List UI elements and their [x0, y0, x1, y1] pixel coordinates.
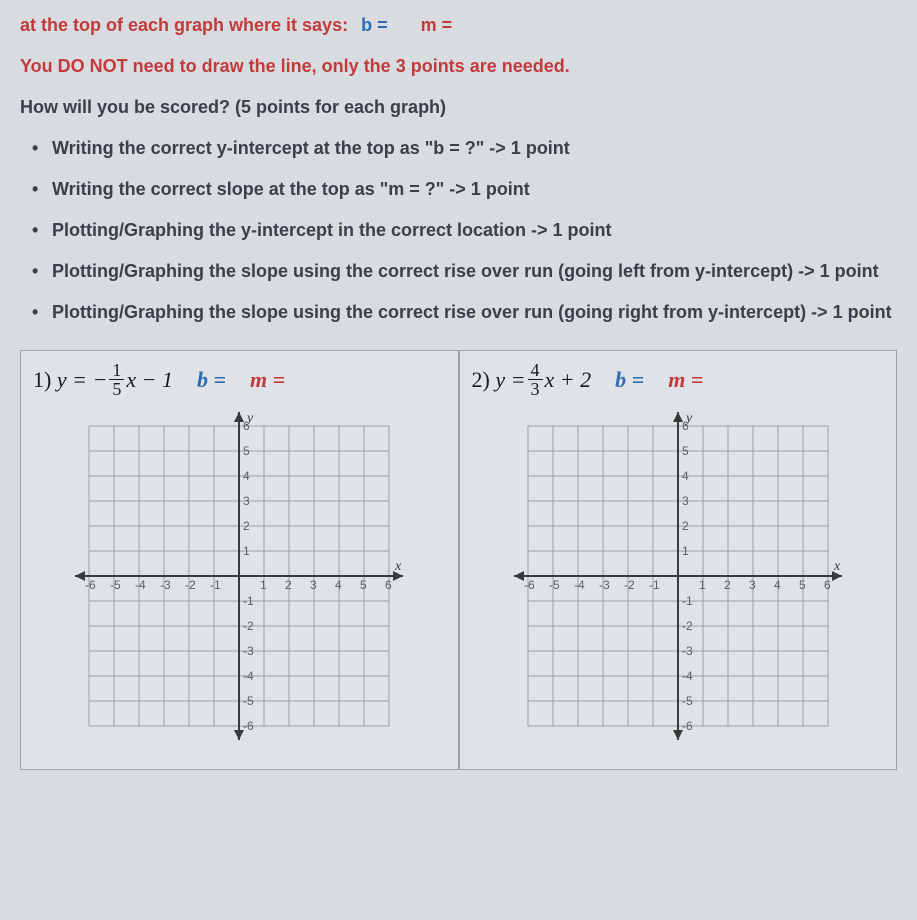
rubric-item: Writing the correct slope at the top as … — [52, 176, 897, 203]
svg-text:-5: -5 — [682, 694, 693, 708]
eq-body: y = 4 3 x + 2 — [495, 361, 591, 398]
top-instruction: at the top of each graph where it says: … — [20, 12, 897, 39]
svg-text:4: 4 — [335, 578, 342, 592]
frac-num: 4 — [528, 361, 543, 380]
svg-text:2: 2 — [243, 519, 250, 533]
svg-text:-5: -5 — [549, 578, 560, 592]
svg-text:-1: -1 — [210, 578, 221, 592]
svg-text:-4: -4 — [574, 578, 585, 592]
svg-text:5: 5 — [799, 578, 806, 592]
m-label-1: m = — [250, 363, 285, 396]
eq-prefix: y = − — [57, 363, 107, 396]
svg-text:-4: -4 — [243, 669, 254, 683]
svg-text:3: 3 — [682, 494, 689, 508]
graph-header-2: 2) y = 4 3 x + 2 b = m = — [472, 361, 885, 398]
svg-text:1: 1 — [682, 544, 689, 558]
svg-text:-2: -2 — [185, 578, 196, 592]
graph-cell-2: 2) y = 4 3 x + 2 b = m = -6 -5 -4 -3 -2 -1 1 2 3… — [459, 350, 898, 770]
rubric-item: Plotting/Graphing the slope using the co… — [52, 299, 897, 326]
equation-1: 1) y = − 1 5 x − 1 — [33, 361, 173, 398]
b-label-2: b = — [615, 363, 644, 396]
svg-text:1: 1 — [260, 578, 267, 592]
top-b-eq: b = — [361, 15, 388, 35]
svg-text:-3: -3 — [682, 644, 693, 658]
b-label-1: b = — [197, 363, 226, 396]
svg-text:-2: -2 — [243, 619, 254, 633]
svg-text:y: y — [245, 411, 254, 426]
svg-text:-4: -4 — [135, 578, 146, 592]
frac-den: 5 — [109, 380, 124, 398]
svg-text:5: 5 — [243, 444, 250, 458]
svg-text:x: x — [394, 559, 402, 574]
svg-text:4: 4 — [682, 469, 689, 483]
svg-text:y: y — [684, 411, 693, 426]
svg-text:2: 2 — [285, 578, 292, 592]
svg-text:-5: -5 — [110, 578, 121, 592]
top-lead-text: at the top of each graph where it says: — [20, 15, 348, 35]
rubric-item: Plotting/Graphing the slope using the co… — [52, 258, 897, 285]
frac-den: 3 — [528, 380, 543, 398]
rubric-item: Plotting/Graphing the y-intercept in the… — [52, 217, 897, 244]
m-label-2: m = — [668, 363, 703, 396]
eq-fraction: 4 3 — [528, 361, 543, 398]
graphs-row: 1) y = − 1 5 x − 1 b = m = -6 -5 -4 -3 -2 -1 1… — [20, 350, 897, 770]
svg-text:2: 2 — [724, 578, 731, 592]
svg-text:-1: -1 — [682, 594, 693, 608]
svg-text:6: 6 — [385, 578, 392, 592]
eq-suffix: x + 2 — [545, 363, 592, 396]
red-note: You DO NOT need to draw the line, only t… — [20, 53, 897, 80]
svg-text:-3: -3 — [599, 578, 610, 592]
svg-text:3: 3 — [243, 494, 250, 508]
svg-text:-6: -6 — [524, 578, 535, 592]
graph-header-1: 1) y = − 1 5 x − 1 b = m = — [33, 361, 446, 398]
eq-number: 1) — [33, 367, 51, 392]
eq-suffix: x − 1 — [126, 363, 173, 396]
rubric-item: Writing the correct y-intercept at the t… — [52, 135, 897, 162]
svg-text:-5: -5 — [243, 694, 254, 708]
svg-text:3: 3 — [310, 578, 317, 592]
svg-text:5: 5 — [682, 444, 689, 458]
svg-text:4: 4 — [243, 469, 250, 483]
svg-text:-1: -1 — [649, 578, 660, 592]
svg-text:-4: -4 — [682, 669, 693, 683]
frac-num: 1 — [109, 361, 124, 380]
svg-text:-3: -3 — [160, 578, 171, 592]
coord-grid-2: -6-5-4-3-2-1123456-6-5-4-3-2-1123456xy — [472, 406, 885, 746]
svg-text:1: 1 — [243, 544, 250, 558]
scored-heading: How will you be scored? (5 points for ea… — [20, 94, 897, 121]
svg-text:-6: -6 — [243, 719, 254, 733]
coord-grid-1: -6-5-4-3-2-1123456-6-5-4-3-2-1123456xy — [33, 406, 446, 746]
svg-text:5: 5 — [360, 578, 367, 592]
svg-text:4: 4 — [774, 578, 781, 592]
svg-text:2: 2 — [682, 519, 689, 533]
svg-text:-3: -3 — [243, 644, 254, 658]
svg-text:-2: -2 — [682, 619, 693, 633]
top-m-eq: m = — [421, 15, 453, 35]
svg-text:1: 1 — [699, 578, 706, 592]
coord-svg-2: -6-5-4-3-2-1123456-6-5-4-3-2-1123456xy — [508, 406, 848, 746]
eq-prefix: y = — [495, 363, 525, 396]
rubric-list: Writing the correct y-intercept at the t… — [20, 135, 897, 326]
eq-number: 2) — [472, 367, 490, 392]
eq-body: y = − 1 5 x − 1 — [57, 361, 173, 398]
eq-fraction: 1 5 — [109, 361, 124, 398]
equation-2: 2) y = 4 3 x + 2 — [472, 361, 592, 398]
svg-text:x: x — [833, 559, 841, 574]
svg-text:6: 6 — [824, 578, 831, 592]
coord-svg-1: -6-5-4-3-2-1123456-6-5-4-3-2-1123456xy — [69, 406, 409, 746]
svg-text:-6: -6 — [85, 578, 96, 592]
svg-text:-6: -6 — [682, 719, 693, 733]
graph-cell-1: 1) y = − 1 5 x − 1 b = m = -6 -5 -4 -3 -2 -1 1… — [20, 350, 459, 770]
svg-text:-2: -2 — [624, 578, 635, 592]
svg-text:3: 3 — [749, 578, 756, 592]
svg-text:-1: -1 — [243, 594, 254, 608]
